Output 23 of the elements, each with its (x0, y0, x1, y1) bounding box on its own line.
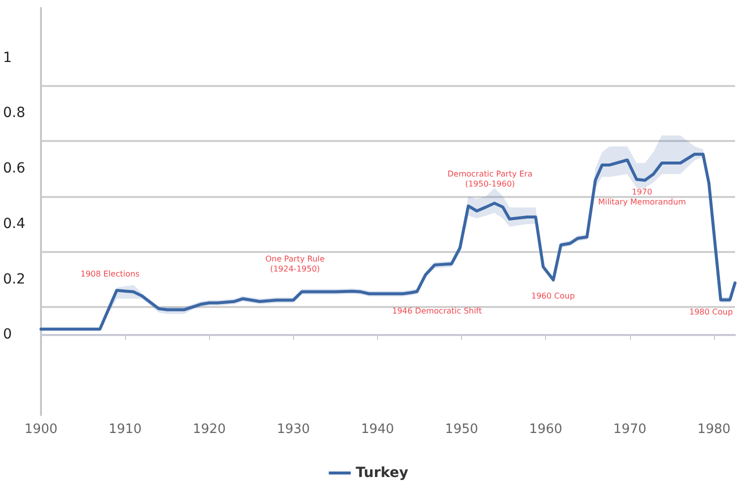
x-tick-label: 1940 (360, 422, 394, 437)
annotation: One Party Rule (1924-1950) (265, 254, 325, 274)
x-tick-label: 1950 (445, 422, 478, 437)
y-tick-label: 0.8 (3, 105, 26, 122)
y-tick-label: 0 (3, 326, 12, 343)
legend-label: Turkey (356, 465, 408, 481)
x-tick-label: 1980 (697, 422, 731, 437)
annotation: 1960 Coup (531, 292, 575, 300)
x-tick-label: 1960 (529, 422, 562, 437)
annotation: 1946 Democratic Shift (392, 306, 482, 316)
annotation: 1980 Coup (689, 308, 733, 316)
annotation: Democratic Party Era (1950-1960) (448, 170, 533, 188)
y-tick-label: 0.6 (3, 160, 26, 177)
x-tick-label: 1900 (24, 422, 58, 437)
x-tick-label: 1910 (108, 422, 142, 437)
x-tick-label: 1970 (613, 422, 646, 437)
x-tick-label: 1920 (192, 422, 226, 437)
x-tick-label: 1930 (276, 422, 310, 437)
y-tick-label: 0.4 (3, 216, 26, 232)
annotation: 1970 Military Memorandum (598, 188, 686, 206)
y-tick-label: 0.2 (3, 271, 26, 288)
annotation: 1908 Elections (80, 270, 140, 278)
y-tick-label: 1 (3, 50, 12, 66)
